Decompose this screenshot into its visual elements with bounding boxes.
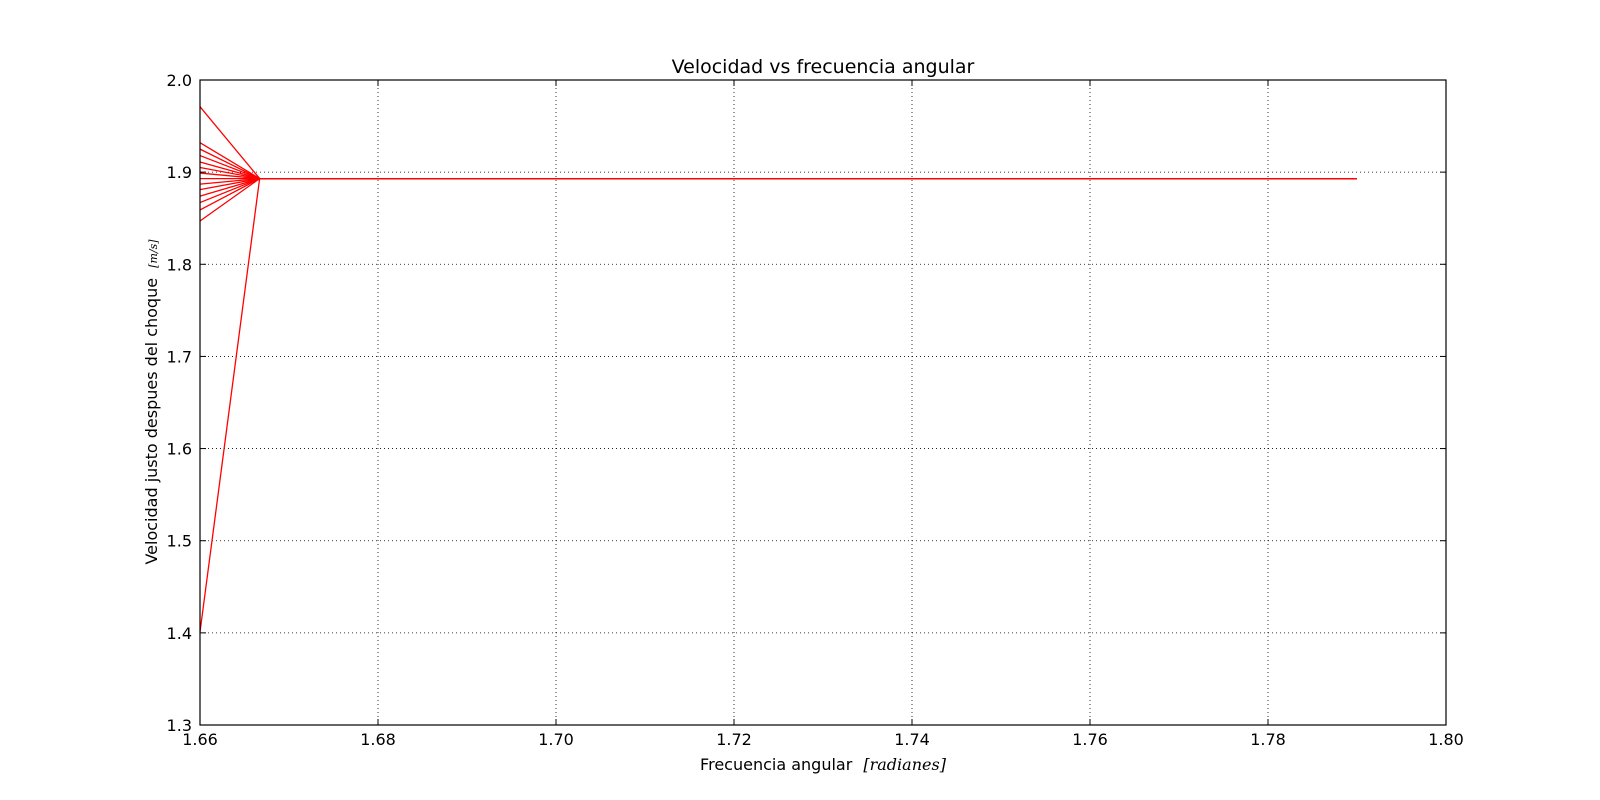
y-tick-label: 2.0 bbox=[167, 71, 192, 90]
y-tick-label: 1.4 bbox=[167, 624, 192, 643]
y-axis-label: Velocidad justo despues del choque [m/s] bbox=[142, 239, 161, 565]
x-tick-label: 1.68 bbox=[360, 730, 396, 749]
y-tick-labels: 1.3 1.4 1.5 1.6 1.7 1.8 1.9 2.0 bbox=[167, 71, 192, 735]
x-tick-label: 1.70 bbox=[538, 730, 574, 749]
plot-frame bbox=[199, 79, 1447, 726]
x-axis-label-unit: [radianes] bbox=[863, 755, 946, 774]
axis-ticks bbox=[199, 79, 1447, 726]
y-axis-label-text: Velocidad justo despues del choque bbox=[142, 278, 161, 565]
y-tick-label: 1.5 bbox=[167, 532, 192, 551]
x-axis-label-text: Frecuencia angular bbox=[700, 755, 853, 774]
x-axis-label: Frecuencia angular [radianes] bbox=[700, 755, 947, 774]
series-line bbox=[199, 177, 1357, 633]
x-tick-label: 1.66 bbox=[182, 730, 218, 749]
x-tick-label: 1.76 bbox=[1072, 730, 1108, 749]
x-tick-label: 1.74 bbox=[894, 730, 930, 749]
y-tick-label: 1.6 bbox=[167, 440, 192, 459]
x-tick-labels: 1.66 1.68 1.70 1.72 1.74 1.76 1.78 1.80 bbox=[182, 730, 1464, 749]
y-tick-label: 1.7 bbox=[167, 347, 192, 366]
series-lines bbox=[199, 106, 1357, 633]
x-tick-label: 1.72 bbox=[716, 730, 752, 749]
x-tick-label: 1.80 bbox=[1428, 730, 1464, 749]
y-tick-label: 1.9 bbox=[167, 163, 192, 182]
y-tick-label: 1.8 bbox=[167, 255, 192, 274]
x-tick-label: 1.78 bbox=[1250, 730, 1286, 749]
y-axis-label-unit: [m/s] bbox=[147, 239, 160, 268]
chart-title: Velocidad vs frecuencia angular bbox=[672, 56, 975, 78]
y-tick-label: 1.3 bbox=[167, 716, 192, 735]
